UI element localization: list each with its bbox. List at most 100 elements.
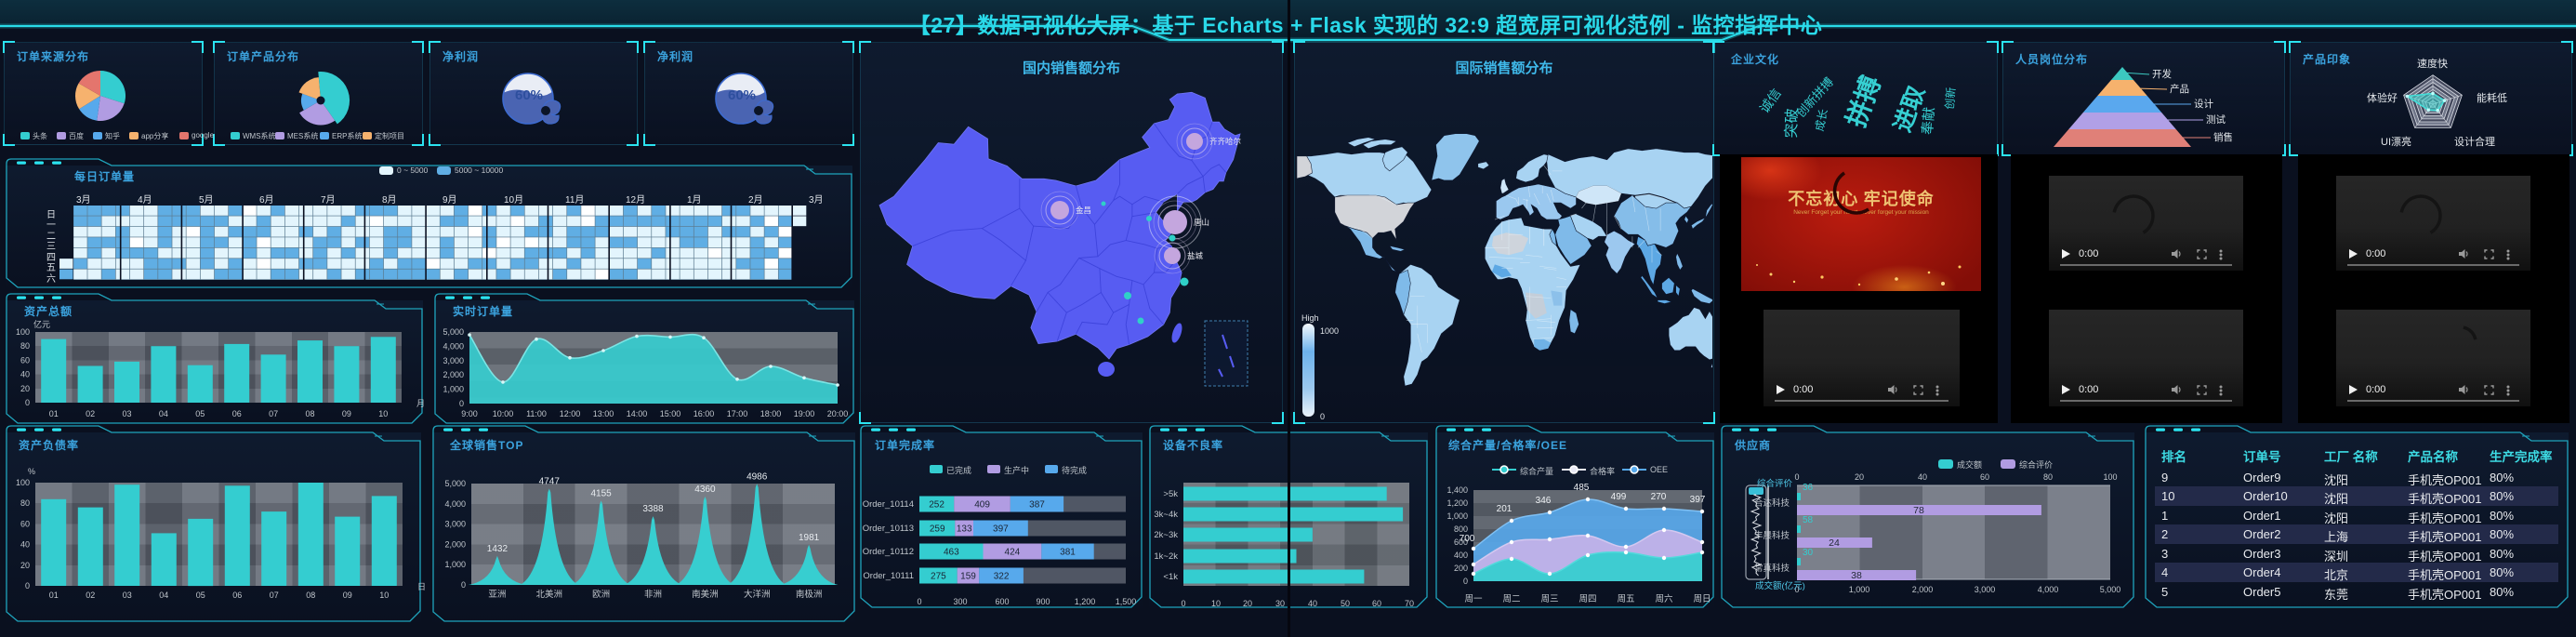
- svg-text:40: 40: [20, 370, 30, 379]
- svg-text:259: 259: [930, 524, 945, 535]
- svg-text:2,000: 2,000: [444, 539, 466, 549]
- svg-text:9:00: 9:00: [461, 409, 478, 418]
- svg-text:10: 10: [379, 591, 389, 600]
- svg-text:02: 02: [86, 591, 95, 600]
- svg-text:40: 40: [1918, 472, 1927, 482]
- svg-text:0: 0: [1181, 599, 1185, 608]
- svg-text:5,000: 5,000: [443, 327, 464, 337]
- svg-text:09: 09: [342, 409, 351, 418]
- svg-text:252: 252: [929, 500, 945, 511]
- svg-text:05: 05: [195, 409, 205, 418]
- svg-text:20: 20: [20, 561, 30, 570]
- svg-text:80: 80: [20, 341, 30, 351]
- svg-text:20: 20: [20, 384, 30, 393]
- svg-text:397: 397: [1690, 495, 1706, 505]
- svg-text:06: 06: [232, 591, 242, 600]
- svg-text:17:00: 17:00: [727, 409, 748, 418]
- svg-text:4,000: 4,000: [2038, 585, 2059, 594]
- svg-text:06: 06: [232, 409, 242, 418]
- svg-text:10: 10: [1211, 599, 1221, 608]
- svg-text:387: 387: [1029, 500, 1045, 511]
- svg-text:设计: 设计: [2194, 98, 2214, 110]
- svg-text:非洲: 非洲: [644, 589, 662, 600]
- svg-text:04: 04: [159, 409, 168, 418]
- svg-text:0: 0: [25, 398, 30, 407]
- svg-text:700: 700: [1460, 534, 1475, 544]
- svg-text:合达科技: 合达科技: [1754, 498, 1790, 509]
- svg-text:600: 600: [1454, 537, 1468, 547]
- svg-text:5,000: 5,000: [2100, 585, 2121, 594]
- svg-text:12:00: 12:00: [560, 409, 581, 418]
- svg-text:周一: 周一: [1464, 594, 1483, 604]
- svg-text:20: 20: [1855, 472, 1864, 482]
- svg-text:1,000: 1,000: [444, 560, 466, 569]
- svg-text:大洋洲: 大洋洲: [744, 589, 771, 600]
- svg-text:60: 60: [20, 355, 30, 365]
- svg-text:0: 0: [25, 581, 30, 591]
- svg-text:亚洲: 亚洲: [488, 590, 506, 600]
- svg-text:3388: 3388: [642, 504, 664, 514]
- svg-text:02: 02: [86, 409, 95, 418]
- svg-text:0: 0: [1794, 585, 1799, 594]
- svg-text:159: 159: [960, 572, 976, 582]
- svg-text:1432: 1432: [487, 544, 509, 554]
- svg-text:1,000: 1,000: [1447, 511, 1468, 521]
- svg-text:金昌: 金昌: [1076, 206, 1091, 215]
- svg-text:38: 38: [1851, 570, 1862, 581]
- svg-text:04: 04: [159, 591, 168, 600]
- svg-text:1,000: 1,000: [1849, 585, 1870, 594]
- svg-text:397: 397: [993, 524, 1009, 535]
- svg-text:60: 60: [1372, 599, 1381, 608]
- svg-text:周二: 周二: [1502, 594, 1520, 604]
- svg-text:499: 499: [1611, 492, 1627, 502]
- svg-text:<1k: <1k: [1163, 572, 1178, 582]
- svg-text:1k~2k: 1k~2k: [1154, 551, 1178, 562]
- svg-text:欧洲: 欧洲: [592, 589, 610, 600]
- svg-text:70: 70: [1405, 599, 1414, 608]
- svg-text:4,000: 4,000: [444, 499, 466, 509]
- svg-text:60%: 60%: [728, 87, 756, 103]
- svg-text:4,000: 4,000: [443, 341, 464, 351]
- svg-text:78: 78: [1913, 505, 1924, 516]
- svg-text:30: 30: [1803, 548, 1814, 558]
- svg-text:03: 03: [122, 409, 131, 418]
- svg-text:05: 05: [196, 591, 205, 600]
- svg-text:0: 0: [1794, 472, 1799, 482]
- svg-text:24: 24: [1829, 537, 1840, 549]
- svg-text:月: 月: [416, 399, 425, 408]
- svg-text:Order_10111: Order_10111: [863, 571, 914, 581]
- svg-text:南美洲: 南美洲: [692, 589, 719, 600]
- svg-text:1,500: 1,500: [1116, 597, 1137, 606]
- svg-text:4747: 4747: [539, 477, 561, 487]
- svg-text:0: 0: [917, 597, 921, 606]
- svg-text:周三: 周三: [1540, 594, 1558, 604]
- svg-text:周四: 周四: [1579, 594, 1596, 604]
- svg-text:南极洲: 南极洲: [796, 589, 823, 600]
- svg-text:100: 100: [16, 478, 30, 487]
- svg-text:10:00: 10:00: [493, 409, 514, 418]
- svg-text:1,200: 1,200: [1447, 498, 1468, 508]
- svg-text:0: 0: [459, 399, 464, 408]
- svg-text:201: 201: [1497, 504, 1513, 514]
- svg-text:08: 08: [306, 591, 315, 600]
- svg-text:20: 20: [1243, 599, 1252, 608]
- svg-text:1,200: 1,200: [1075, 597, 1096, 606]
- svg-text:日: 日: [417, 582, 426, 591]
- svg-text:40: 40: [1308, 599, 1317, 608]
- svg-text:4155: 4155: [590, 488, 612, 498]
- svg-text:1,400: 1,400: [1447, 485, 1468, 495]
- svg-text:2,000: 2,000: [1912, 585, 1934, 594]
- svg-text:盐城: 盐城: [1187, 251, 1204, 260]
- svg-text:北美洲: 北美洲: [536, 589, 563, 600]
- svg-text:1981: 1981: [799, 533, 820, 543]
- svg-text:13:00: 13:00: [593, 409, 614, 418]
- svg-text:08: 08: [305, 409, 314, 418]
- svg-text:销售: 销售: [2213, 131, 2233, 143]
- svg-text:15:00: 15:00: [660, 409, 681, 418]
- svg-text:2k~3k: 2k~3k: [1154, 530, 1178, 540]
- svg-text:3,000: 3,000: [444, 520, 466, 529]
- svg-text:80: 80: [20, 498, 30, 508]
- svg-text:485: 485: [1574, 483, 1590, 493]
- svg-text:16:00: 16:00: [694, 409, 715, 418]
- svg-text:11:00: 11:00: [526, 409, 547, 418]
